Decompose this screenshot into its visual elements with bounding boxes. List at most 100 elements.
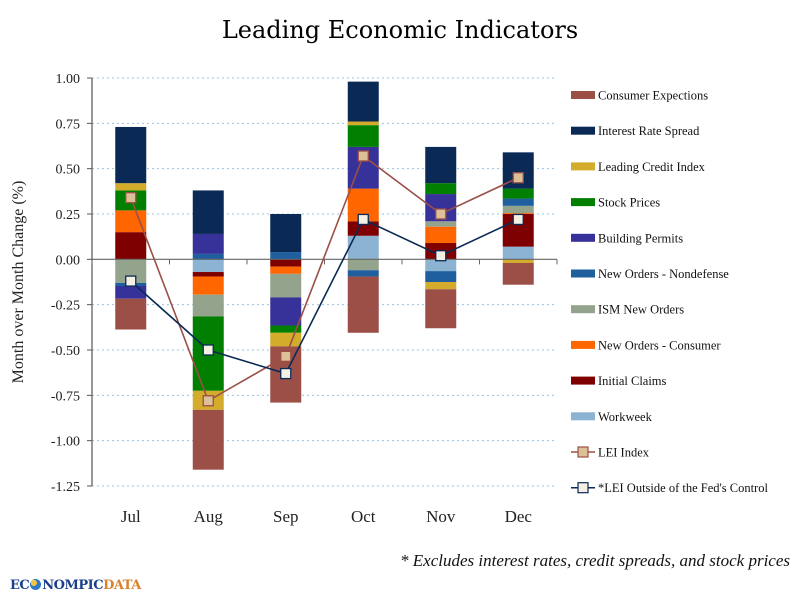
legend-marker <box>577 446 589 458</box>
bar-new-orders-consumer-dec <box>502 213 534 214</box>
y-tick-label: 0.25 <box>56 208 81 223</box>
legend-item-interest-rate-spread: Interest Rate Spread <box>571 124 700 138</box>
bar-new-orders-nondefense-aug <box>192 253 224 260</box>
globe-icon <box>30 579 42 590</box>
legend-item-workweek: Workweek <box>571 410 653 424</box>
marker-lei-outside-of-the-fed-s-control-jul <box>125 275 137 287</box>
legend-item-new-orders-consumer: New Orders - Consumer <box>571 338 721 352</box>
legend-label: Interest Rate Spread <box>598 124 700 138</box>
bar-ism-new-orders-aug <box>192 294 224 317</box>
legend-label: Stock Prices <box>598 196 660 210</box>
bar-interest-rate-spread-sep <box>270 214 302 253</box>
bar-leading-credit-index-jul <box>115 183 147 191</box>
legend-label: New Orders - Nondefense <box>598 267 729 281</box>
legend-item-initial-claims: Initial Claims <box>571 374 667 388</box>
bar-ism-new-orders-nov <box>425 221 457 227</box>
x-tick-label-jul: Jul <box>121 507 141 526</box>
y-tick-label: -1.25 <box>51 480 80 495</box>
x-tick-label-aug: Aug <box>194 507 224 526</box>
y-tick-label: -0.25 <box>51 299 80 314</box>
logo-text-data: DATA <box>103 578 141 593</box>
y-tick-label: -1.00 <box>51 435 80 450</box>
legend-label: New Orders - Consumer <box>598 338 721 352</box>
lines <box>125 150 524 407</box>
logo-text-nompic: NOMPIC <box>42 578 104 593</box>
economicdata-logo: EC NOMPICDATA <box>10 578 141 593</box>
axes <box>87 77 558 487</box>
bar-new-orders-nondefense-nov <box>425 271 457 282</box>
bar-stock-prices-oct <box>347 125 379 147</box>
bar-ism-new-orders-sep <box>270 273 302 298</box>
bar-consumer-expections-jul <box>115 298 147 330</box>
bar-leading-credit-index-sep <box>270 332 302 347</box>
bar-workweek-dec <box>502 246 534 260</box>
bar-new-orders-consumer-nov <box>425 226 457 244</box>
bar-building-permits-aug <box>192 233 224 254</box>
bar-building-permits-jul <box>115 285 147 299</box>
legend-label: LEI Index <box>598 446 650 460</box>
x-tick-label-dec: Dec <box>505 507 533 526</box>
bar-interest-rate-spread-jul <box>115 126 147 184</box>
bar-new-orders-nondefense-dec <box>502 198 534 206</box>
marker-lei-index-oct <box>357 150 369 162</box>
bar-leading-credit-index-oct <box>347 121 379 126</box>
logo-text-ec: EC <box>10 578 30 593</box>
y-tick-label: 0.75 <box>56 117 81 132</box>
bar-building-permits-sep <box>270 297 302 326</box>
legend-swatch <box>571 340 595 349</box>
bar-consumer-expections-nov <box>425 289 457 329</box>
legend-label: Workweek <box>598 410 653 424</box>
legend-item-lei-outside-of-the-fed-s-control: *LEI Outside of the Fed's Control <box>571 481 768 495</box>
legend-label: *LEI Outside of the Fed's Control <box>598 481 768 495</box>
legend-swatch <box>571 91 595 99</box>
x-tick-labels: Jul Aug Sep Oct Nov Dec <box>121 507 533 526</box>
legend-swatch <box>571 412 595 421</box>
marker-lei-index-dec <box>512 172 524 184</box>
bar-consumer-expections-dec <box>502 262 534 285</box>
bar-interest-rate-spread-aug <box>192 190 224 234</box>
y-tick-labels: 1.00 0.75 0.50 0.25 0.00 -0.25 -0.50 -0.75 -1.00… <box>51 72 80 495</box>
bar-initial-claims-oct <box>347 221 379 236</box>
legend-label: ISM New Orders <box>598 303 684 317</box>
marker-lei-outside-of-the-fed-s-control-aug <box>202 344 214 356</box>
legend-swatch <box>571 376 595 385</box>
x-tick-label-sep: Sep <box>273 507 299 526</box>
marker-lei-outside-of-the-fed-s-control-sep <box>280 367 292 380</box>
bar-ism-new-orders-jul <box>115 259 147 283</box>
legend-item-leading-credit-index: Leading Credit Index <box>571 160 706 174</box>
y-axis-label: Month over Month Change (%) <box>10 181 27 384</box>
legend-swatch <box>571 162 595 171</box>
legend-item-stock-prices: Stock Prices <box>571 196 660 210</box>
bar-stock-prices-dec <box>502 188 534 199</box>
bar-initial-claims-aug <box>192 272 224 277</box>
marker-lei-index-nov <box>435 208 447 220</box>
x-tick-label-oct: Oct <box>351 507 376 526</box>
y-tick-label: -0.50 <box>51 344 80 359</box>
bar-initial-claims-sep <box>270 259 302 267</box>
legend-label: Consumer Expections <box>598 89 708 103</box>
bar-ism-new-orders-dec <box>502 205 534 214</box>
line-lei-index <box>130 154 519 402</box>
chart-title: Leading Economic Indicators <box>222 16 578 44</box>
y-tick-label: 1.00 <box>56 72 81 87</box>
bar-interest-rate-spread-oct <box>347 81 379 122</box>
bars <box>115 81 534 470</box>
legend: Consumer Expections Interest Rate Spread L… <box>571 89 768 495</box>
bar-new-orders-nondefense-sep <box>270 252 302 260</box>
legend-marker <box>577 482 589 494</box>
bar-ism-new-orders-oct <box>347 259 379 271</box>
marker-lei-outside-of-the-fed-s-control-oct <box>357 213 369 226</box>
legend-swatch <box>571 269 595 278</box>
marker-lei-index-sep <box>280 350 292 362</box>
legend-swatch <box>571 198 595 207</box>
bar-workweek-oct <box>347 235 379 260</box>
legend-item-lei-index: LEI Index <box>571 446 650 460</box>
bar-workweek-nov <box>425 259 457 272</box>
legend-swatch <box>571 126 595 135</box>
bar-new-orders-consumer-aug <box>192 276 224 295</box>
bar-stock-prices-sep <box>270 325 302 333</box>
footnote: * Excludes interest rates, credit spread… <box>400 551 790 570</box>
bar-new-orders-consumer-sep <box>270 266 302 274</box>
legend-label: Initial Claims <box>598 374 667 388</box>
